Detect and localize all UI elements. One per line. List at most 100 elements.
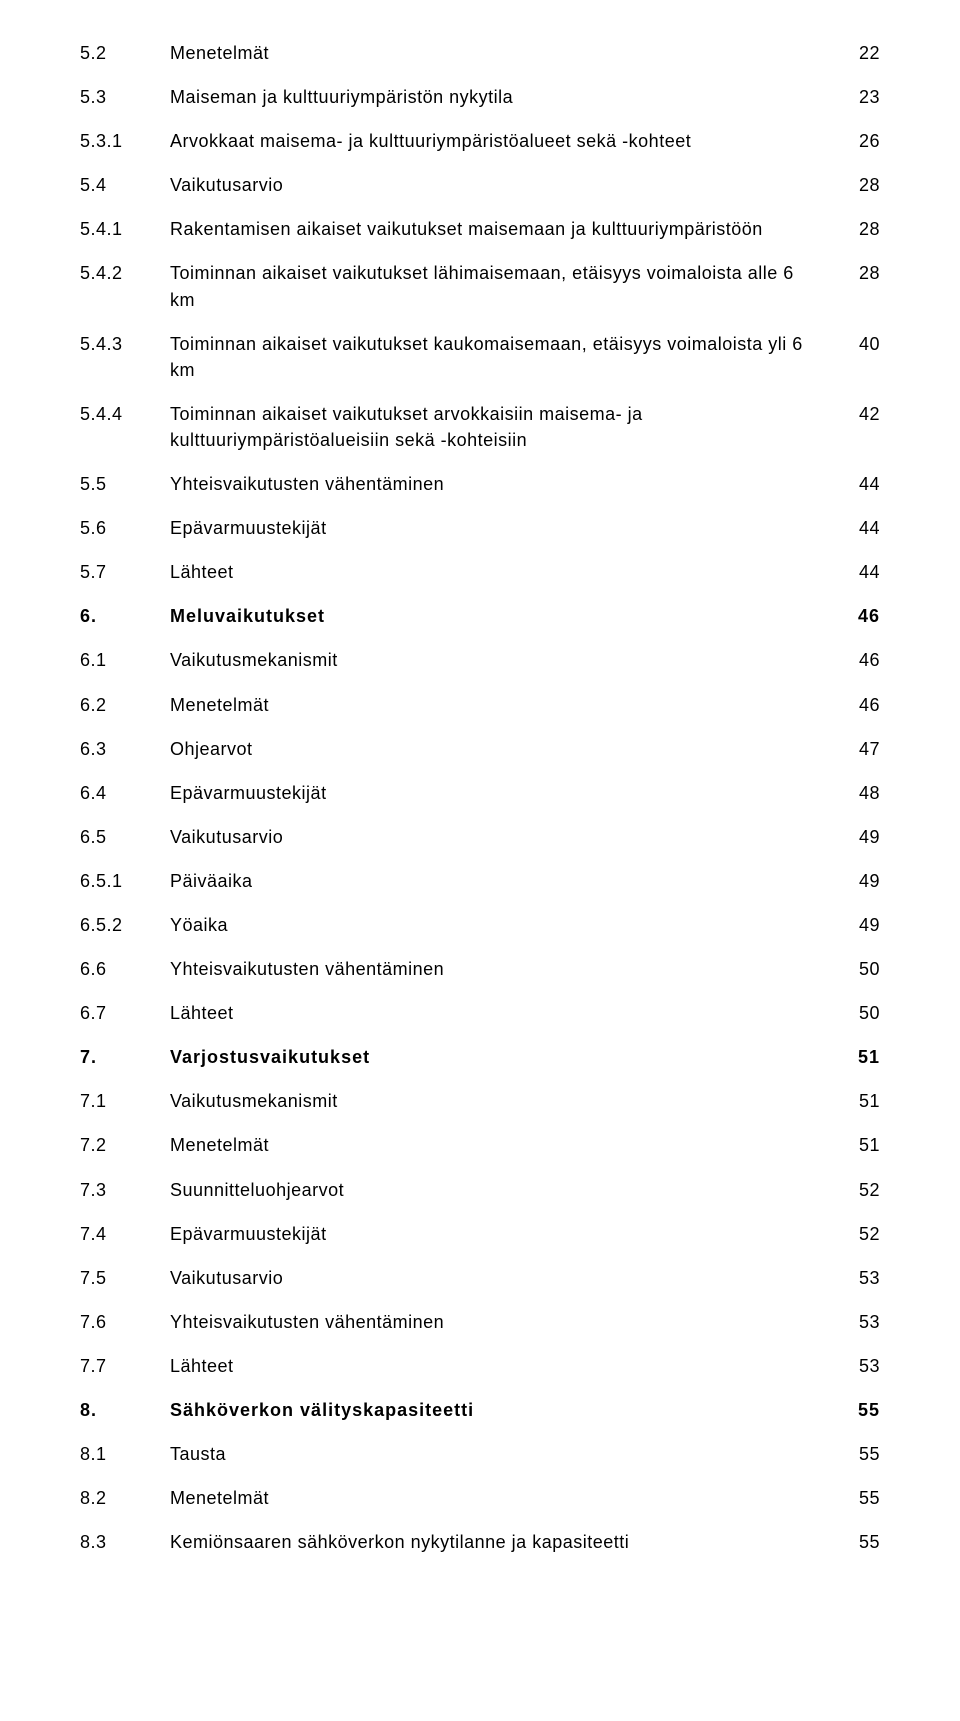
toc-page-number: 40 xyxy=(840,334,880,355)
toc-title: Toiminnan aikaiset vaikutukset kaukomais… xyxy=(170,331,840,383)
toc-title: Lähteet xyxy=(170,1353,840,1379)
toc-page-number: 28 xyxy=(840,219,880,240)
toc-row: 6.5.1Päiväaika49 xyxy=(80,868,880,894)
toc-number: 7.4 xyxy=(80,1224,170,1245)
toc-page-number: 42 xyxy=(840,404,880,425)
toc-page-number: 46 xyxy=(840,695,880,716)
toc-row: 5.3.1Arvokkaat maisema- ja kulttuuriympä… xyxy=(80,128,880,154)
toc-number: 8.1 xyxy=(80,1444,170,1465)
toc-page-number: 55 xyxy=(840,1488,880,1509)
toc-title: Yöaika xyxy=(170,912,840,938)
toc-title: Varjostusvaikutukset xyxy=(170,1044,840,1070)
toc-row: 7.1Vaikutusmekanismit51 xyxy=(80,1088,880,1114)
toc-number: 6.5.2 xyxy=(80,915,170,936)
toc-title: Yhteisvaikutusten vähentäminen xyxy=(170,471,840,497)
toc-page-number: 22 xyxy=(840,43,880,64)
toc-page-number: 26 xyxy=(840,131,880,152)
toc-row: 7.7Lähteet53 xyxy=(80,1353,880,1379)
toc-row: 6.1Vaikutusmekanismit46 xyxy=(80,647,880,673)
toc-page-number: 51 xyxy=(840,1047,880,1068)
toc-row: 6.5Vaikutusarvio49 xyxy=(80,824,880,850)
toc-number: 7.6 xyxy=(80,1312,170,1333)
toc-number: 6.5 xyxy=(80,827,170,848)
toc-number: 7.7 xyxy=(80,1356,170,1377)
toc-page-number: 53 xyxy=(840,1356,880,1377)
toc-page-number: 47 xyxy=(840,739,880,760)
toc-title: Toiminnan aikaiset vaikutukset lähimaise… xyxy=(170,260,840,312)
toc-number: 6.6 xyxy=(80,959,170,980)
toc-number: 8.2 xyxy=(80,1488,170,1509)
toc-page: 5.2Menetelmät22 5.3Maiseman ja kulttuuriy… xyxy=(0,0,960,1633)
toc-page-number: 53 xyxy=(840,1312,880,1333)
toc-page-number: 44 xyxy=(840,474,880,495)
toc-page-number: 51 xyxy=(840,1135,880,1156)
toc-row: 5.7Lähteet44 xyxy=(80,559,880,585)
toc-title: Epävarmuustekijät xyxy=(170,515,840,541)
toc-page-number: 55 xyxy=(840,1532,880,1553)
toc-number: 5.4.3 xyxy=(80,334,170,355)
toc-row: 5.3Maiseman ja kulttuuriympäristön nykyt… xyxy=(80,84,880,110)
toc-number: 6. xyxy=(80,606,170,627)
toc-page-number: 44 xyxy=(840,562,880,583)
toc-title: Tausta xyxy=(170,1441,840,1467)
toc-number: 5.5 xyxy=(80,474,170,495)
toc-title: Vaikutusmekanismit xyxy=(170,1088,840,1114)
toc-row: 5.4.3Toiminnan aikaiset vaikutukset kauk… xyxy=(80,331,880,383)
toc-number: 7.5 xyxy=(80,1268,170,1289)
toc-page-number: 52 xyxy=(840,1180,880,1201)
toc-page-number: 49 xyxy=(840,827,880,848)
toc-page-number: 49 xyxy=(840,871,880,892)
toc-page-number: 55 xyxy=(840,1444,880,1465)
toc-row: 7.2Menetelmät51 xyxy=(80,1132,880,1158)
toc-page-number: 49 xyxy=(840,915,880,936)
toc-page-number: 50 xyxy=(840,1003,880,1024)
toc-title: Meluvaikutukset xyxy=(170,603,840,629)
toc-title: Arvokkaat maisema- ja kulttuuriympäristö… xyxy=(170,128,840,154)
toc-number: 6.1 xyxy=(80,650,170,671)
toc-number: 5.6 xyxy=(80,518,170,539)
toc-number: 6.2 xyxy=(80,695,170,716)
toc-title: Vaikutusarvio xyxy=(170,172,840,198)
toc-title: Suunnitteluohjearvot xyxy=(170,1177,840,1203)
toc-number: 7.2 xyxy=(80,1135,170,1156)
toc-number: 6.3 xyxy=(80,739,170,760)
toc-title: Kemiönsaaren sähköverkon nykytilanne ja … xyxy=(170,1529,840,1555)
toc-number: 7. xyxy=(80,1047,170,1068)
toc-number: 7.3 xyxy=(80,1180,170,1201)
toc-row: 6.6Yhteisvaikutusten vähentäminen50 xyxy=(80,956,880,982)
toc-title: Lähteet xyxy=(170,1000,840,1026)
toc-row: 5.2Menetelmät22 xyxy=(80,40,880,66)
toc-row: 6.3Ohjearvot47 xyxy=(80,736,880,762)
toc-page-number: 28 xyxy=(840,175,880,196)
toc-row: 5.5Yhteisvaikutusten vähentäminen44 xyxy=(80,471,880,497)
toc-row: 6.5.2Yöaika49 xyxy=(80,912,880,938)
toc-row: 5.6Epävarmuustekijät44 xyxy=(80,515,880,541)
toc-title: Rakentamisen aikaiset vaikutukset maisem… xyxy=(170,216,840,242)
toc-row: 7.3Suunnitteluohjearvot52 xyxy=(80,1177,880,1203)
toc-row: 5.4.4Toiminnan aikaiset vaikutukset arvo… xyxy=(80,401,880,453)
toc-title: Vaikutusarvio xyxy=(170,1265,840,1291)
toc-title: Päiväaika xyxy=(170,868,840,894)
toc-title: Lähteet xyxy=(170,559,840,585)
toc-row: 5.4.2Toiminnan aikaiset vaikutukset lähi… xyxy=(80,260,880,312)
toc-row: 6.2Menetelmät46 xyxy=(80,692,880,718)
toc-title: Vaikutusmekanismit xyxy=(170,647,840,673)
toc-page-number: 46 xyxy=(840,606,880,627)
toc-page-number: 53 xyxy=(840,1268,880,1289)
toc-number: 6.5.1 xyxy=(80,871,170,892)
toc-title: Epävarmuustekijät xyxy=(170,780,840,806)
toc-number: 6.4 xyxy=(80,783,170,804)
toc-number: 5.3 xyxy=(80,87,170,108)
toc-title: Sähköverkon välityskapasiteetti xyxy=(170,1397,840,1423)
toc-number: 5.4.2 xyxy=(80,263,170,284)
toc-row: 5.4.1Rakentamisen aikaiset vaikutukset m… xyxy=(80,216,880,242)
toc-page-number: 46 xyxy=(840,650,880,671)
toc-number: 5.4.4 xyxy=(80,404,170,425)
toc-row: 6.7Lähteet50 xyxy=(80,1000,880,1026)
toc-row: 6.Meluvaikutukset46 xyxy=(80,603,880,629)
toc-title: Vaikutusarvio xyxy=(170,824,840,850)
toc-row: 7.6Yhteisvaikutusten vähentäminen53 xyxy=(80,1309,880,1335)
toc-page-number: 55 xyxy=(840,1400,880,1421)
toc-number: 5.3.1 xyxy=(80,131,170,152)
toc-page-number: 28 xyxy=(840,263,880,284)
